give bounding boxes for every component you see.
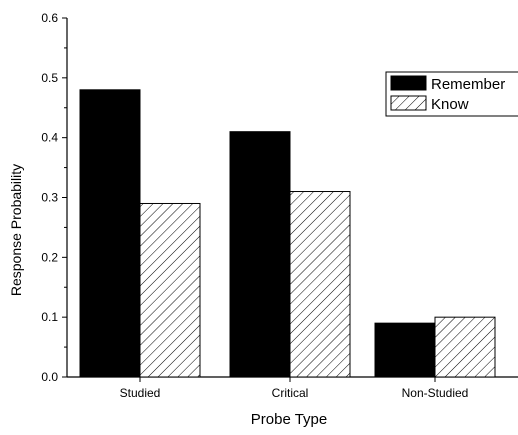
- bar-remember-studied: [79, 89, 141, 378]
- y-tick-label: 0.6: [41, 11, 58, 25]
- y-axis-label: Response Probability: [8, 164, 24, 296]
- y-tick-label: 0.1: [41, 310, 58, 324]
- x-axis-label: Probe Type: [251, 411, 327, 428]
- y-tick-label: 0.2: [41, 250, 58, 264]
- x-tick-label: Non-Studied: [402, 386, 469, 400]
- y-tick-label: 0.4: [41, 131, 58, 145]
- x-tick-label: Studied: [120, 386, 161, 400]
- bar-know-studied: [139, 202, 201, 378]
- legend-swatch-remember: [390, 75, 427, 91]
- x-tick-label: Critical: [272, 386, 309, 400]
- y-tick-label: 0.0: [41, 370, 58, 384]
- legend-swatch-know: [390, 95, 427, 111]
- bars: [79, 89, 496, 378]
- bar-remember-non-studied: [374, 322, 436, 378]
- legend-label-know: Know: [431, 96, 469, 113]
- y-tick-label: 0.5: [41, 71, 58, 85]
- y-tick-label: 0.3: [41, 191, 58, 205]
- legend: Remember Know: [385, 71, 518, 117]
- bar-know-critical: [289, 191, 351, 378]
- tick-labels: 0.0 0.1 0.2 0.3 0.4 0.5 0.6 Studied Critical Non-…: [41, 11, 468, 400]
- bar-know-non-studied: [434, 316, 496, 378]
- legend-label-remember: Remember: [431, 76, 505, 93]
- bar-remember-critical: [229, 131, 291, 378]
